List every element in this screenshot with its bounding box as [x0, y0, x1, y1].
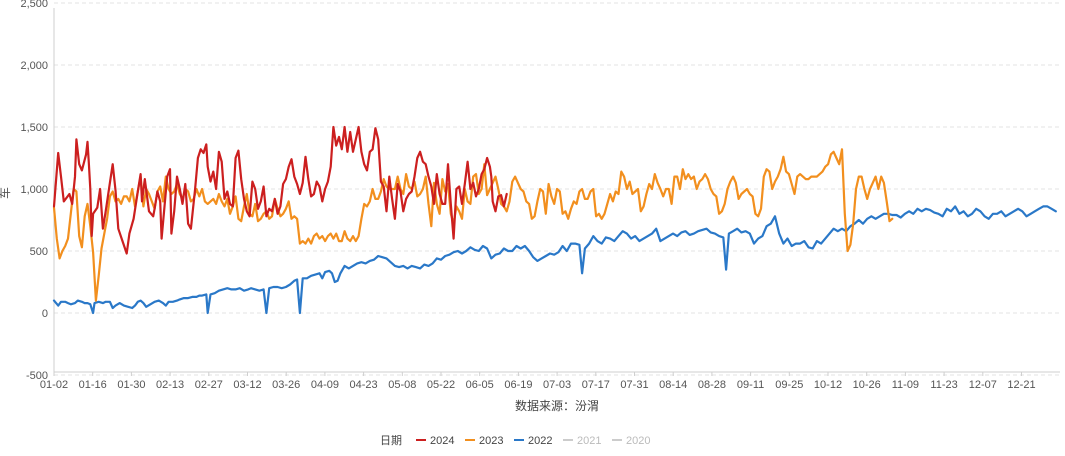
legend-label: 2022: [528, 435, 552, 447]
series-line-2022: [52, 205, 1057, 315]
x-tick-label: 01-02: [40, 379, 68, 391]
x-tick-label: 05-22: [427, 379, 455, 391]
x-tick-label: 02-13: [156, 379, 184, 391]
x-tick-label: 08-28: [698, 379, 726, 391]
legend-item-2021[interactable]: 2021: [563, 435, 601, 447]
x-tick-label: 01-30: [117, 379, 145, 391]
x-tick-label: 10-26: [853, 379, 881, 391]
x-tick-label: 02-27: [195, 379, 223, 391]
legend-title: 日期: [380, 434, 402, 447]
y-tick-label: 500: [30, 246, 48, 258]
legend-label: 2020: [626, 435, 650, 447]
y-axis-label: 车: [0, 187, 12, 199]
legend-label: 2024: [430, 435, 454, 447]
y-tick-label: 2,000: [20, 60, 48, 72]
legend: 日期 2024 2023 2022 2021 2020: [380, 434, 650, 447]
x-tick-label: 03-12: [233, 379, 261, 391]
legend-label: 2023: [479, 435, 503, 447]
legend-label: 2021: [577, 435, 601, 447]
x-tick-label: 09-25: [775, 379, 803, 391]
x-tick-label: 10-12: [814, 379, 842, 391]
x-tick-label: 08-14: [659, 379, 687, 391]
y-tick-label: 1,000: [20, 184, 48, 196]
legend-item-2024[interactable]: 2024: [416, 435, 454, 447]
x-tick-label: 12-07: [969, 379, 997, 391]
legend-item-2023[interactable]: 2023: [465, 435, 503, 447]
y-axis: -500 0 500 1,000 1,500 2,000 2,500: [20, 0, 55, 382]
y-tick-label: 2,500: [20, 0, 48, 10]
x-tick-label: 06-19: [504, 379, 532, 391]
x-tick-label: 01-16: [79, 379, 107, 391]
y-tick-label: 0: [42, 308, 48, 320]
x-axis-title: 数据来源：汾渭: [515, 398, 599, 413]
x-tick-label: 12-21: [1007, 379, 1035, 391]
x-axis: 01-02 01-16 01-30 02-13 02-27 03-12 03-26 04-09…: [40, 371, 1060, 391]
x-tick-label: 06-05: [466, 379, 494, 391]
x-tick-label: 09-11: [737, 379, 764, 391]
x-tick-label: 07-17: [582, 379, 610, 391]
x-tick-label: 07-31: [620, 379, 648, 391]
x-tick-label: 07-03: [543, 379, 571, 391]
series-lines: [52, 125, 1057, 315]
legend-item-2020[interactable]: 2020: [612, 435, 650, 447]
x-tick-label: 03-26: [272, 379, 300, 391]
x-tick-label: 11-09: [892, 379, 919, 391]
y-tick-label: -500: [26, 370, 48, 382]
x-tick-label: 04-23: [350, 379, 378, 391]
legend-item-2022[interactable]: 2022: [514, 435, 552, 447]
x-tick-label: 05-08: [388, 379, 416, 391]
y-tick-label: 1,500: [20, 122, 48, 134]
x-tick-label: 11-23: [930, 379, 957, 391]
x-tick-label: 04-09: [311, 379, 339, 391]
series-line-2024: [52, 125, 508, 255]
